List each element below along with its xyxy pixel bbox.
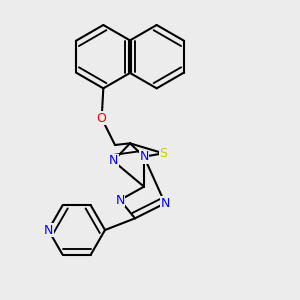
Text: N: N (139, 150, 149, 163)
Text: O: O (97, 112, 106, 125)
Text: N: N (115, 194, 125, 206)
Text: N: N (109, 154, 118, 167)
Text: N: N (44, 224, 53, 236)
Text: S: S (159, 147, 167, 160)
Text: N: N (160, 197, 170, 210)
